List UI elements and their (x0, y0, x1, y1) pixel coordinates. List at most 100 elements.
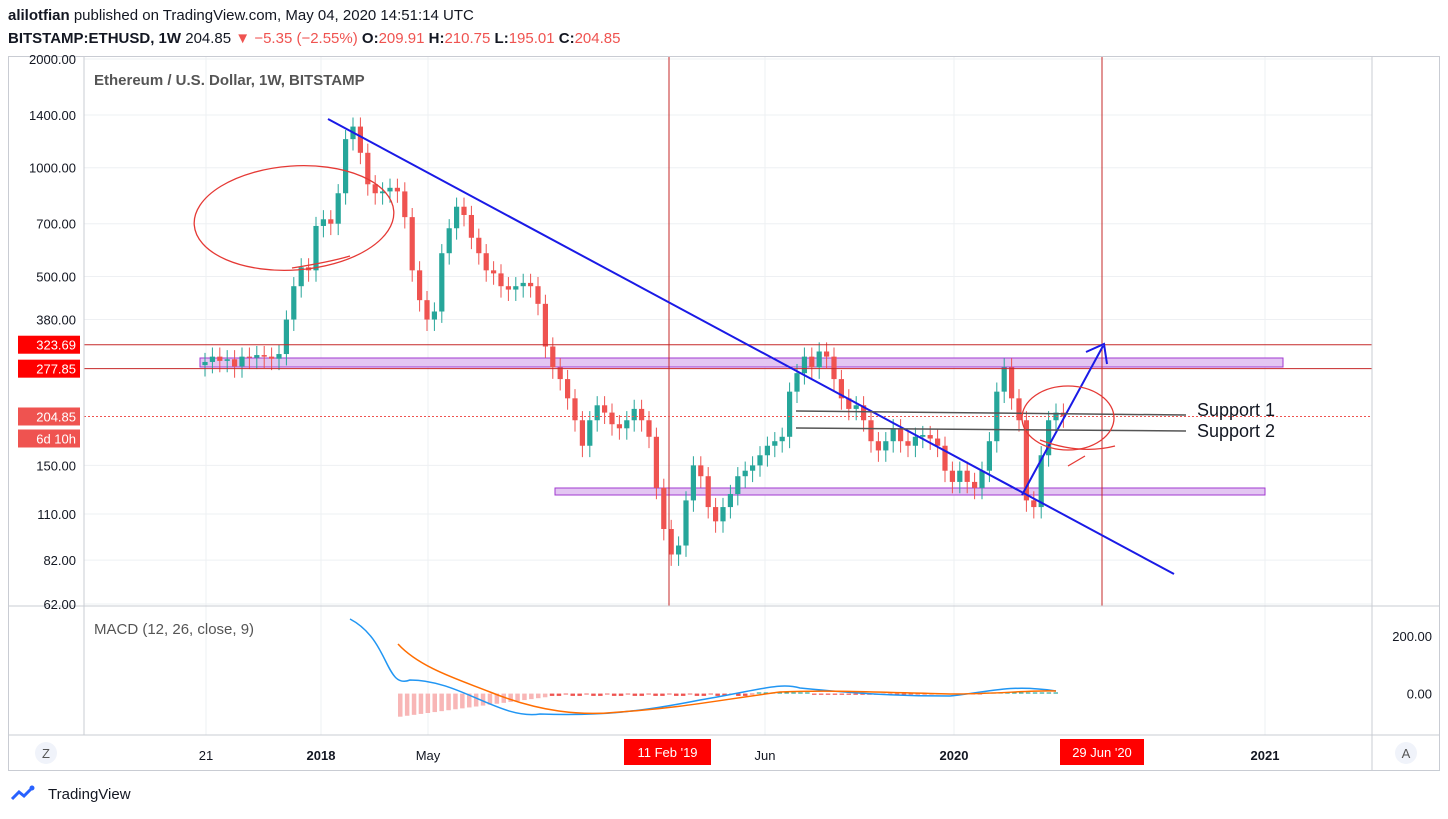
candle-body (587, 420, 593, 446)
price-label-text: 323.69 (36, 338, 76, 353)
candle-body (298, 267, 304, 287)
macd-histogram-bar (398, 693, 403, 717)
candle-body (1009, 367, 1015, 399)
macd-histogram-bar (556, 693, 562, 696)
highlight-circle-2 (1021, 385, 1115, 451)
macd-histogram-bar (777, 692, 782, 694)
auto-scale-right-button[interactable] (1395, 742, 1417, 764)
macd-histogram-bar (1019, 692, 1024, 694)
zones (199, 357, 1284, 496)
candle-body (690, 465, 696, 501)
brand-name: TradingView (48, 785, 131, 803)
candle-body (1001, 367, 1007, 392)
close-value: 204.85 (574, 30, 621, 47)
candle-body (742, 470, 748, 477)
macd-line (349, 618, 1057, 716)
candle-body (794, 373, 800, 392)
chart-frame (8, 56, 1440, 771)
candle-body (520, 282, 526, 287)
candle-body (898, 428, 904, 442)
macd-histogram-bar (798, 692, 803, 694)
macd-histogram-bar (894, 693, 900, 695)
grid-lines (84, 57, 1372, 735)
candle-body (328, 219, 334, 224)
macd-histogram-bar (487, 693, 493, 705)
candle-body (957, 470, 963, 482)
tradingview-logo[interactable]: TradingView (8, 785, 131, 803)
price-label-box (18, 407, 80, 426)
candle-body (594, 405, 600, 421)
candle-body (276, 354, 282, 359)
candle-body (676, 545, 682, 555)
macd-histogram-bar (625, 693, 631, 695)
candle-body (986, 441, 992, 471)
macd-histogram-bar (839, 693, 845, 695)
candle-body (764, 445, 770, 456)
candle-body (468, 214, 474, 238)
ohlc-line: BITSTAMP:ETHUSD, 1W 204.85 ▼ −5.35 (−2.5… (8, 30, 620, 47)
candle-body (387, 187, 393, 192)
macd-histogram-bar (812, 693, 817, 695)
candle-body (846, 398, 852, 409)
y-tick-label: 82.00 (43, 553, 76, 568)
candle-body (639, 408, 645, 421)
macd-histogram-bar (501, 693, 506, 703)
macd-histogram-bar (591, 693, 596, 696)
date-marker-label: 29 Jun '20 (1072, 745, 1132, 760)
macd-histogram-bar (736, 693, 741, 696)
candle-body (883, 441, 889, 451)
circle-tail-2 (1039, 439, 1116, 467)
candle-body (942, 445, 948, 471)
candle-body (757, 455, 763, 466)
macd-tick-label: 200.00 (1392, 629, 1432, 644)
candle-body (949, 470, 955, 482)
author-name[interactable]: alilotfian (8, 7, 70, 24)
macd-histogram-bar (1046, 692, 1052, 694)
candle-body (831, 356, 837, 380)
candle-body (461, 206, 467, 215)
candle-body (683, 500, 689, 546)
candle-body (513, 286, 519, 290)
macd-histogram-bar (584, 693, 589, 695)
publish-line: alilotfian published on TradingView.com,… (8, 7, 474, 24)
low-label: L: (494, 30, 509, 47)
candle-body (890, 428, 896, 442)
candle-body (1016, 398, 1022, 421)
candle-body (912, 436, 918, 446)
date-marker-label: 11 Feb '19 (637, 745, 697, 760)
price-label-box (18, 359, 80, 378)
candle-body (498, 273, 504, 287)
candle-body (661, 487, 667, 530)
auto-scale-left-button[interactable] (35, 742, 57, 764)
macd-histogram-bar (708, 693, 713, 695)
macd-histogram-bar (680, 693, 686, 696)
candle-body (631, 408, 637, 421)
candle-body (254, 355, 260, 358)
candle-body (505, 286, 511, 290)
candle-body (779, 436, 785, 442)
candle-body (705, 476, 711, 508)
macd-histogram-bar (618, 693, 624, 696)
macd-histogram-bar (1012, 692, 1017, 694)
macd-histogram-bar (901, 693, 907, 695)
y-tick-label: 1400.00 (29, 108, 76, 123)
candle-body (1046, 420, 1052, 456)
support-2-line (795, 427, 1187, 432)
candle-body (809, 356, 815, 368)
macd-histogram-bar (646, 693, 651, 695)
macd-histogram-bar (432, 693, 437, 713)
candle-body (431, 311, 437, 320)
macd-histogram-bar (529, 693, 534, 700)
macd-histogram-bar (508, 693, 513, 702)
macd-histogram-bar (1053, 692, 1058, 694)
x-tick-label: Jun (755, 748, 776, 763)
open-value: 209.91 (378, 30, 425, 47)
published-text: published on TradingView.com, May 04, 20… (73, 7, 474, 24)
candle-body (402, 191, 408, 218)
macd-histogram-bar (632, 693, 638, 696)
candle-body (439, 253, 445, 312)
macd-histogram-bar (908, 693, 914, 695)
macd-histogram-bar (805, 692, 810, 694)
